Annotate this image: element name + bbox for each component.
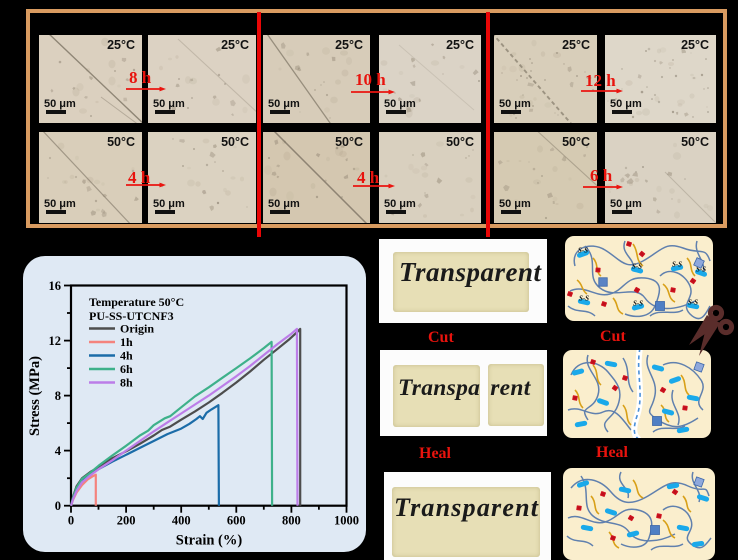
- svg-text:1000: 1000: [334, 514, 359, 528]
- svg-text:S-S: S-S: [672, 261, 682, 269]
- svg-text:200: 200: [117, 514, 136, 528]
- svg-text:Strain (%): Strain (%): [176, 533, 243, 549]
- svg-text:S-S: S-S: [578, 247, 588, 255]
- svg-text:4: 4: [55, 444, 62, 458]
- svg-text:4h: 4h: [120, 349, 133, 363]
- svg-text:PU-SS-UTCNF3: PU-SS-UTCNF3: [89, 309, 174, 323]
- svg-text:Temperature 50°C: Temperature 50°C: [89, 295, 184, 309]
- svg-text:0: 0: [68, 514, 74, 528]
- svg-text:Origin: Origin: [120, 322, 154, 336]
- svg-text:12: 12: [49, 334, 62, 348]
- svg-text:8: 8: [55, 389, 61, 403]
- svg-text:0: 0: [55, 499, 61, 513]
- svg-text:S-S: S-S: [688, 299, 698, 307]
- svg-text:Stress (MPa): Stress (MPa): [27, 356, 43, 436]
- svg-text:400: 400: [172, 514, 191, 528]
- svg-text:8h: 8h: [120, 376, 133, 390]
- svg-text:S-S: S-S: [696, 266, 706, 274]
- svg-text:1h: 1h: [120, 335, 133, 349]
- svg-text:6h: 6h: [120, 362, 133, 376]
- svg-text:800: 800: [282, 514, 301, 528]
- svg-text:16: 16: [49, 279, 62, 293]
- svg-text:S-S: S-S: [632, 263, 642, 271]
- svg-text:600: 600: [227, 514, 246, 528]
- svg-text:S-S: S-S: [579, 295, 589, 303]
- svg-text:S-S: S-S: [633, 300, 643, 308]
